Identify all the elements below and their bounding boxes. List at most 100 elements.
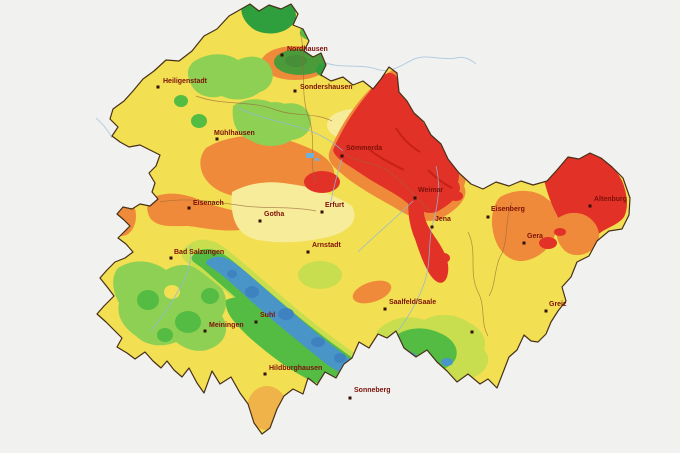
city-label: Gotha xyxy=(264,211,284,218)
city-dot xyxy=(156,85,160,89)
zone-orange-nose-se xyxy=(556,212,600,256)
city-marker: Altenburg xyxy=(588,196,627,208)
zone-green-eichsfeld-1 xyxy=(187,54,273,100)
city-marker: Sonneberg xyxy=(348,387,391,400)
city-marker: Sömmerda xyxy=(340,145,382,158)
city-label: Sömmerda xyxy=(346,145,382,152)
zone-red-speck-2 xyxy=(438,253,450,263)
zone-orange-saalfeld xyxy=(352,280,392,304)
city-marker: Saalfeld/Saale xyxy=(383,299,436,311)
city-label: Bad Salzungen xyxy=(174,249,224,256)
zone-green-rhoen-spot-2 xyxy=(175,311,201,333)
zone-se-teal-spot xyxy=(441,358,453,366)
city-dot xyxy=(340,154,344,158)
city-dot xyxy=(320,210,324,214)
city-marker: Heiligenstadt xyxy=(156,78,208,89)
zone-pale-gotha-basin xyxy=(231,182,355,243)
city-label: Meiningen xyxy=(209,322,244,329)
city-label: Weimar xyxy=(418,187,443,194)
zone-red-east-speck-1 xyxy=(539,237,557,249)
city-dot xyxy=(470,330,474,334)
city-marker: Gera xyxy=(522,233,543,245)
city-label: Arnstadt xyxy=(312,242,341,249)
city-dot xyxy=(306,250,310,254)
zone-red-saale-ribbon xyxy=(408,166,449,283)
city-dot xyxy=(215,137,219,141)
district-boundaries xyxy=(159,31,513,337)
zone-red-basin xyxy=(333,72,460,213)
city-label: Sonneberg xyxy=(354,387,391,394)
zone-green-rhoen-spot-1 xyxy=(137,290,159,310)
outside-rivers xyxy=(95,56,477,139)
zone-ridge-blue-specks xyxy=(227,270,346,363)
zone-green-rhoen-spot-3 xyxy=(201,288,219,304)
city-marker: Eisenberg xyxy=(486,206,525,219)
city-dot xyxy=(348,396,352,400)
city-dot xyxy=(280,53,284,57)
city-marker: Arnstadt xyxy=(306,242,341,254)
zone-orange-north-belt xyxy=(200,135,335,198)
zone-red-speck-1 xyxy=(449,191,463,201)
city-label: Sondershausen xyxy=(300,84,353,91)
city-label: Nordhausen xyxy=(287,46,328,53)
city-label: Hildburghausen xyxy=(269,365,322,372)
city-marker: Gotha xyxy=(258,211,284,223)
city-marker: Suhl xyxy=(254,312,275,324)
city-marker: Weimar xyxy=(413,187,443,200)
city-label: Eisenberg xyxy=(491,206,525,213)
river-ilm xyxy=(357,200,414,253)
city-label: Mühlhausen xyxy=(214,130,255,137)
city-label: Heiligenstadt xyxy=(163,78,208,85)
zone-green-nw-2 xyxy=(174,95,188,107)
city-dot xyxy=(522,241,526,245)
city-dot xyxy=(293,89,297,93)
state-fill xyxy=(97,4,630,434)
river-werra xyxy=(150,245,191,332)
river-unstrut xyxy=(237,107,344,152)
zone-green-rhoen-spot-4 xyxy=(157,328,173,342)
city-label: Suhl xyxy=(260,312,275,319)
river-saale xyxy=(397,165,439,332)
city-marker: Meiningen xyxy=(203,322,244,333)
river-gera xyxy=(329,158,343,207)
city-marker: Mühlhausen xyxy=(214,130,255,141)
city-label: Eisenach xyxy=(193,200,224,207)
city-marker: Jena xyxy=(430,216,451,229)
cities-layer: Nordhausen Heiligenstadt Sondershausen Mühl… xyxy=(156,46,627,400)
city-dot xyxy=(486,215,490,219)
city-label: Gera xyxy=(527,233,543,240)
zone-green-hainleite xyxy=(259,102,291,122)
city-marker: Eisenach xyxy=(187,200,224,210)
river-outside-west xyxy=(95,117,113,139)
lake xyxy=(306,153,319,161)
climate-zones xyxy=(108,4,627,430)
zone-red-erfurt-lobe xyxy=(304,171,340,193)
zone-yellowgreen-arnstadt xyxy=(298,261,342,289)
zone-orange-eisenach-belt xyxy=(147,193,253,231)
city-marker: Bad Salzungen xyxy=(169,249,224,260)
city-dot xyxy=(588,204,592,208)
zone-darkred-streaks xyxy=(369,127,453,189)
city-dot xyxy=(254,320,258,324)
city-dot xyxy=(258,219,262,223)
city-label: Greiz xyxy=(549,301,567,308)
city-dot xyxy=(544,309,548,313)
city-dot xyxy=(169,256,173,260)
city-dot xyxy=(203,329,207,333)
city-dot xyxy=(430,225,434,229)
zone-green-nw-1 xyxy=(191,114,207,128)
city-label: Saalfeld/Saale xyxy=(389,299,436,306)
city-dot xyxy=(383,307,387,311)
city-label: Erfurt xyxy=(325,202,345,209)
city-marker: Sondershausen xyxy=(293,84,353,93)
city-dot xyxy=(187,206,191,210)
city-label: Altenburg xyxy=(594,196,627,203)
city-marker: Erfurt xyxy=(320,202,345,214)
zone-green-hainich xyxy=(232,99,312,146)
city-dot xyxy=(413,196,417,200)
state-boundary xyxy=(96,3,631,435)
river-outside-ne xyxy=(317,56,477,72)
city-marker: Nordhausen xyxy=(280,46,328,57)
